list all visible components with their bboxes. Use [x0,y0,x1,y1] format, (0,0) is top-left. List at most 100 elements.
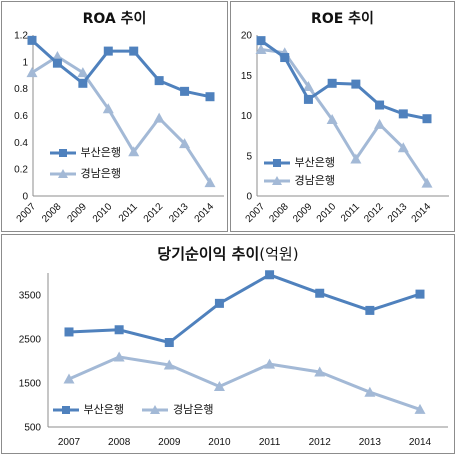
legend-item-series-2: 경남은행 [49,166,121,182]
data-point [315,288,325,298]
x-tick-label: 2008 [267,201,291,225]
data-point [415,289,425,299]
legend-label: 부산은행 [294,156,335,169]
data-point [153,112,165,123]
data-point [365,305,375,315]
data-point [114,325,124,335]
x-tick-label: 2012 [142,201,166,225]
data-point [164,338,174,348]
x-tick-label: 2008 [40,201,64,225]
data-point [314,366,326,377]
y-tick-label: 0 [22,192,28,203]
series-line-1 [68,273,421,344]
x-tick-label: 2012 [309,437,332,448]
y-tick-label: 5 [246,151,252,162]
roa-chart: ROA 추이 0 0.2 0.4 0.6 0.8 1 1.2 2007 2008 2009 2010… [1,1,228,232]
data-point [374,118,386,129]
chart-title-text: 당기순이익 추이 [157,245,260,263]
x-tick-label: 2007 [244,201,268,225]
data-point [128,146,140,157]
legend-swatch-2 [142,405,169,414]
y-tick-label: 10 [241,111,253,122]
x-tick-label: 2009 [291,201,315,225]
y-tick-label: 15 [241,71,253,82]
x-tick-label: 2014 [193,201,217,225]
data-point [154,76,164,86]
x-tick-label: 2010 [208,437,231,448]
net-income-chart: 당기순이익 추이(억원) 500 1500 2500 3500 2007 2008 2009… [1,234,455,454]
data-point [327,78,337,88]
data-point [26,67,38,78]
data-point [213,381,225,392]
x-tick-label: 2014 [409,437,432,448]
data-point [163,359,175,370]
y-tick-label: 0.2 [14,165,28,176]
chart-title: ROE 추이 [311,11,374,27]
data-point [27,35,37,45]
series-line-2 [68,355,421,411]
data-point [302,81,314,92]
data-point [326,114,338,125]
data-point [214,298,224,308]
y-tick-label: 20 [241,31,253,42]
legend-item-series-2: 경남은행 [141,402,213,418]
data-point [351,79,361,89]
legend-swatch-2 [50,169,76,178]
chart-title: 당기순이익 추이(억원) [2,243,454,264]
y-tick-label: 1 [22,57,28,68]
data-point [256,36,266,46]
legend-item-series-1: 부산은행 [49,145,121,161]
x-tick-label: 2007 [15,201,39,225]
data-point [264,358,276,369]
legend-item-series-2: 경남은행 [263,173,335,189]
chart-title-unit: (억원) [259,245,299,263]
data-point [280,53,290,63]
y-tick-label: 0 [246,192,252,203]
data-point [255,43,267,54]
data-point [102,103,114,114]
legend-swatch-1 [50,149,76,157]
legend-item-series-1: 부산은행 [52,402,124,418]
legend-swatch-1 [264,159,290,167]
legend-label: 경남은행 [172,403,214,416]
x-tick-label: 2012 [362,201,386,225]
y-tick-label: 0.4 [14,138,28,149]
x-tick-label: 2013 [167,201,191,225]
data-point [78,78,88,88]
y-tick-label: 0.8 [14,84,28,95]
y-tick-label: 0.6 [14,111,28,122]
chart-title: ROA 추이 [82,11,147,27]
data-point [113,351,125,362]
data-point [375,100,385,110]
data-point [414,403,426,414]
x-tick-label: 2008 [108,437,131,448]
x-tick-label: 2013 [359,437,382,448]
data-point [129,46,139,56]
legend-item-series-1: 부산은행 [263,155,335,171]
y-tick-label: 500 [24,423,41,434]
chart-legend: 부산은행 경남은행 [52,402,252,418]
y-tick-label: 1500 [19,379,42,390]
x-tick-label: 2010 [91,201,115,225]
legend-swatch-1 [53,406,79,414]
data-point [179,138,191,149]
x-tick-label: 2011 [117,201,140,224]
legend-swatch-2 [264,176,290,185]
net-income-plot: 500 1500 2500 3500 2007 2008 2009 2010 2011 2012 2… [19,270,448,448]
data-point [63,373,75,384]
legend-label: 경남은행 [294,174,335,187]
x-tick-label: 2009 [65,201,89,225]
data-point [398,109,408,119]
x-tick-label: 2007 [58,437,81,448]
data-point [350,153,362,164]
data-point [180,86,190,96]
data-point [397,142,409,153]
data-point [52,58,62,68]
data-point [205,92,215,102]
x-tick-label: 2011 [259,437,281,448]
data-point [204,177,216,188]
data-point [265,270,275,280]
data-point [103,46,113,56]
chart-legend: 부산은행 경남은행 [49,145,159,182]
roe-chart: ROE 추이 0 5 10 15 20 2007 2008 2009 2010 2011 2012 2… [230,1,455,232]
